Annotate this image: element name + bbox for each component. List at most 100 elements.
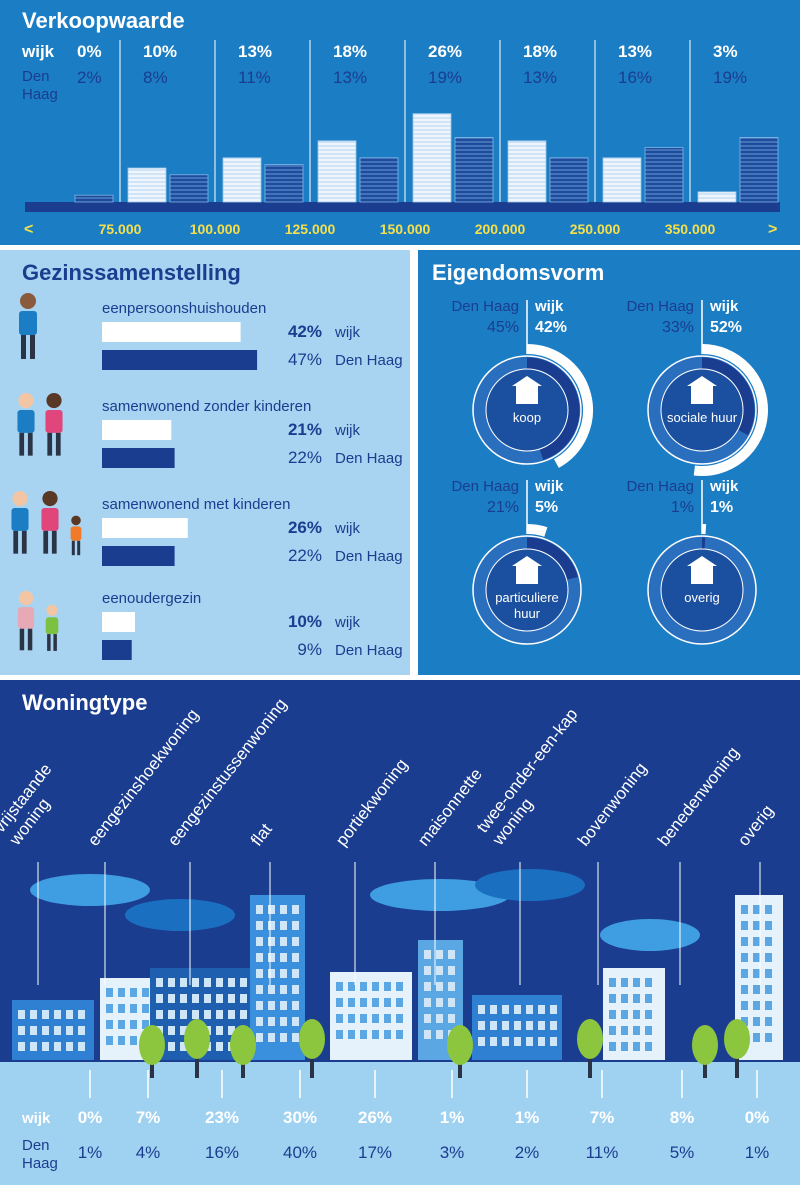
window — [18, 1026, 25, 1035]
tree — [230, 1025, 256, 1065]
window — [490, 1037, 497, 1046]
value-label: 1% — [744, 1143, 770, 1162]
window — [360, 1014, 367, 1023]
window — [54, 1010, 61, 1019]
value-label: 7% — [589, 1108, 615, 1127]
window — [216, 978, 223, 987]
bar-group — [602, 157, 642, 203]
category-label: particuliere huur — [495, 590, 559, 621]
value-label: 26% — [357, 1108, 393, 1127]
window — [609, 1026, 616, 1035]
window — [66, 1010, 73, 1019]
legend-label: wijk — [710, 298, 739, 315]
window — [753, 905, 760, 914]
bar-group — [74, 194, 114, 203]
tree — [724, 1019, 750, 1059]
window — [753, 1017, 760, 1026]
bar — [264, 164, 304, 203]
window — [240, 1010, 247, 1019]
window — [360, 1030, 367, 1039]
arrow-left[interactable]: < — [24, 221, 33, 238]
legend-label: Den Haag — [335, 450, 403, 467]
bar-group — [412, 113, 452, 203]
window — [396, 998, 403, 1007]
window — [66, 1042, 73, 1051]
window — [765, 1001, 772, 1010]
center — [485, 548, 569, 632]
icon — [18, 392, 34, 409]
value-label: 19% — [713, 68, 748, 87]
value-label: 13% — [618, 42, 653, 61]
window — [360, 982, 367, 991]
legend-label: Den Haag — [22, 1137, 58, 1172]
window — [142, 988, 149, 997]
x-tick-label: 200.000 — [474, 221, 526, 237]
window — [292, 1001, 299, 1010]
value-label: 8% — [143, 68, 168, 87]
window — [645, 994, 652, 1003]
bar — [74, 194, 114, 203]
category-label: eenoudergezin — [102, 590, 202, 607]
value-label: 42% — [287, 322, 322, 341]
value-label: 13% — [523, 68, 558, 87]
icon — [42, 490, 58, 507]
window — [645, 1042, 652, 1051]
value-label: 13% — [333, 68, 368, 87]
value-label: 1% — [514, 1108, 540, 1127]
window — [106, 1004, 113, 1013]
window — [292, 921, 299, 930]
window — [168, 994, 175, 1003]
window — [256, 1033, 263, 1042]
x-tick-label: 100.000 — [189, 221, 241, 237]
icon — [55, 432, 61, 456]
value-label: 23% — [204, 1108, 240, 1127]
value-label: 1% — [670, 499, 694, 516]
window — [550, 1037, 557, 1046]
tree-trunk — [310, 1050, 314, 1078]
icon — [27, 628, 33, 651]
legend-label: Den Haag — [335, 548, 403, 565]
window — [256, 969, 263, 978]
window — [292, 937, 299, 946]
window — [621, 994, 628, 1003]
window — [292, 969, 299, 978]
window — [741, 1001, 748, 1010]
icon — [53, 634, 57, 651]
legend-label: wijk — [335, 324, 360, 341]
icon — [19, 432, 25, 456]
tree — [447, 1025, 473, 1065]
legend-label: wijk — [22, 42, 55, 61]
window — [514, 1021, 521, 1030]
window — [30, 1042, 37, 1051]
window — [268, 953, 275, 962]
window — [118, 1004, 125, 1013]
window — [424, 998, 431, 1007]
value-label: 13% — [238, 42, 273, 61]
window — [348, 998, 355, 1007]
window — [436, 950, 443, 959]
category-label: koop — [512, 410, 542, 425]
window — [130, 1004, 137, 1013]
window — [741, 985, 748, 994]
value-label: 52% — [710, 319, 743, 336]
window — [142, 1020, 149, 1029]
legend-label: wijk — [710, 478, 739, 495]
icon — [51, 530, 57, 554]
value-label: 11% — [238, 68, 271, 87]
value-label: 5% — [669, 1143, 695, 1162]
window — [490, 1005, 497, 1014]
icon — [691, 384, 713, 404]
tree — [184, 1019, 210, 1059]
window — [280, 905, 287, 914]
arrow-right[interactable]: > — [768, 221, 777, 238]
window — [448, 1014, 455, 1023]
value-label: 19% — [428, 68, 463, 87]
window — [130, 1020, 137, 1029]
donut-arc — [701, 357, 755, 436]
window — [78, 1010, 85, 1019]
icon — [691, 564, 713, 584]
legend-label: Den Haag — [626, 478, 694, 495]
window — [106, 988, 113, 997]
window — [478, 1005, 485, 1014]
